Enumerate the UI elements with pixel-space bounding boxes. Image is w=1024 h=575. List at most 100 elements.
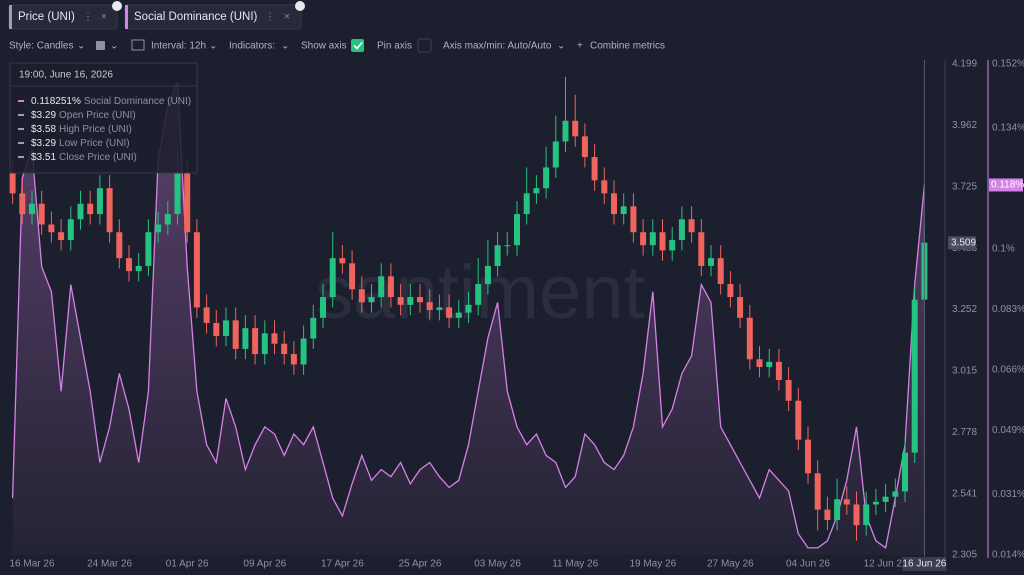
candle-body xyxy=(814,473,821,510)
candle-body xyxy=(426,302,433,311)
x-tick-label: 03 May 26 xyxy=(474,559,521,570)
x-tick-label: 16 Mar 26 xyxy=(9,559,54,570)
candle-body xyxy=(96,188,103,215)
show-axis-label[interactable]: Show axis xyxy=(301,41,347,52)
candle-body xyxy=(310,317,317,339)
candle-body xyxy=(543,167,550,189)
pin-axis-label[interactable]: Pin axis xyxy=(377,41,412,52)
tooltip-time: 19:00, June 16, 2026 xyxy=(19,70,113,81)
tooltip-label: Social Dominance (UNI) xyxy=(84,96,191,107)
tab-label[interactable]: Social Dominance (UNI) xyxy=(134,11,258,23)
chevron[interactable]: ⌄ xyxy=(110,41,118,52)
candle-body xyxy=(397,297,404,305)
tab-label[interactable]: Price (UNI) xyxy=(18,11,75,23)
tooltip-label: Close Price (UNI) xyxy=(59,152,137,163)
candle-body xyxy=(601,180,608,194)
tab-close[interactable]: × xyxy=(284,12,290,23)
candle-body xyxy=(853,504,860,526)
candle-body xyxy=(155,224,162,233)
x-tick-label: 17 Apr 26 xyxy=(321,559,364,570)
tooltip-label: Low Price (UNI) xyxy=(59,138,130,149)
crosshair-dominance-label: 0.118% xyxy=(991,180,1024,191)
axis-minmax-select[interactable]: Axis max/min: Auto/Auto xyxy=(443,41,552,52)
pin-icon[interactable] xyxy=(295,1,305,11)
x-tick-label: 25 Apr 26 xyxy=(399,559,442,570)
tab-color xyxy=(125,5,128,29)
y-tick-label: 2.305 xyxy=(952,550,977,561)
tooltip-row: $3.29 Low Price (UNI) xyxy=(31,138,130,149)
candle-body xyxy=(271,333,278,344)
tooltip-value: 0.118251% xyxy=(31,96,81,107)
style-select[interactable]: Style: Candles xyxy=(9,41,73,52)
y2-tick-label: 0.134% xyxy=(992,123,1024,134)
candle-body xyxy=(902,452,908,492)
candle-body xyxy=(261,333,268,355)
x-tick-label: 11 May 26 xyxy=(552,559,598,570)
tooltip-box xyxy=(9,62,198,174)
candle-body xyxy=(552,141,559,168)
pin-icon[interactable] xyxy=(112,1,122,11)
candle-body xyxy=(232,320,239,349)
show-axis-checkbox[interactable] xyxy=(351,39,364,52)
candle-body xyxy=(407,297,414,305)
combine-metrics[interactable]: Combine metrics xyxy=(590,41,665,52)
tooltip-row: $3.58 High Price (UNI) xyxy=(31,124,132,135)
indicators-select[interactable]: Indicators: xyxy=(229,41,275,52)
tooltip-value: $3.58 xyxy=(31,124,56,135)
y-tick-label: 3.962 xyxy=(952,120,977,131)
x-tick-label: 12 Jun 26 xyxy=(864,559,908,570)
interval-select[interactable]: Interval: 12h xyxy=(151,41,206,52)
candle-body xyxy=(184,172,191,233)
candle-body xyxy=(727,284,734,298)
candle-body xyxy=(659,232,666,251)
candle-body xyxy=(436,307,443,311)
candle-body xyxy=(494,245,501,266)
candle-body xyxy=(737,297,744,318)
candle-body xyxy=(640,232,647,246)
candle-body xyxy=(766,361,773,368)
x-tick-label: 19 May 26 xyxy=(629,559,676,570)
chevron[interactable]: ⌄ xyxy=(557,41,565,52)
candle-body xyxy=(9,172,16,194)
candle-body xyxy=(785,380,792,401)
tooltip-row: 0.118251% Social Dominance (UNI) xyxy=(31,96,191,107)
candle-body xyxy=(775,361,782,381)
candle-body xyxy=(533,188,540,194)
x-tick-label: 01 Apr 26 xyxy=(166,559,209,570)
color-picker[interactable] xyxy=(96,41,105,50)
tooltip-label: Open Price (UNI) xyxy=(59,110,136,121)
pin-axis-checkbox[interactable] xyxy=(417,38,432,53)
tab-close[interactable]: × xyxy=(101,12,107,23)
dominance-area xyxy=(12,81,925,556)
tooltip-row: $3.51 Close Price (UNI) xyxy=(31,152,137,163)
candle-body xyxy=(824,509,831,521)
candle-body xyxy=(203,307,210,323)
candle-body xyxy=(698,232,705,266)
candle-body xyxy=(339,258,346,264)
chevron[interactable]: ⌄ xyxy=(209,41,217,52)
y-tick-label: 3.725 xyxy=(952,182,977,193)
toolbar: Style: Candles ⌄ ⌄ Interval: 12h ⌄ Indic… xyxy=(9,38,665,53)
candle-body xyxy=(504,245,511,247)
y-tick-label: 3.252 xyxy=(952,304,977,315)
x-tick-label: 04 Jun 26 xyxy=(786,559,830,570)
candle-body xyxy=(58,232,65,241)
tab-menu[interactable]: ⋮ xyxy=(83,12,93,23)
chevron[interactable]: ⌄ xyxy=(281,41,289,52)
candle-body xyxy=(29,203,35,215)
candle-body xyxy=(572,120,579,137)
candle-body xyxy=(892,491,899,497)
x-tick-label: 09 Apr 26 xyxy=(243,559,286,570)
y2-tick-label: 0.1% xyxy=(992,244,1015,255)
chevron[interactable]: ⌄ xyxy=(77,41,85,52)
tooltip-value: $3.51 xyxy=(31,152,56,163)
plus-icon[interactable]: + xyxy=(577,41,583,52)
tab-color xyxy=(9,5,12,29)
candle-body xyxy=(591,157,598,181)
candle-body xyxy=(514,214,520,246)
tooltip-label: High Price (UNI) xyxy=(59,124,132,135)
y2-tick-label: 0.049% xyxy=(992,425,1024,436)
candle-body xyxy=(19,193,26,215)
tab-menu[interactable]: ⋮ xyxy=(265,12,275,23)
